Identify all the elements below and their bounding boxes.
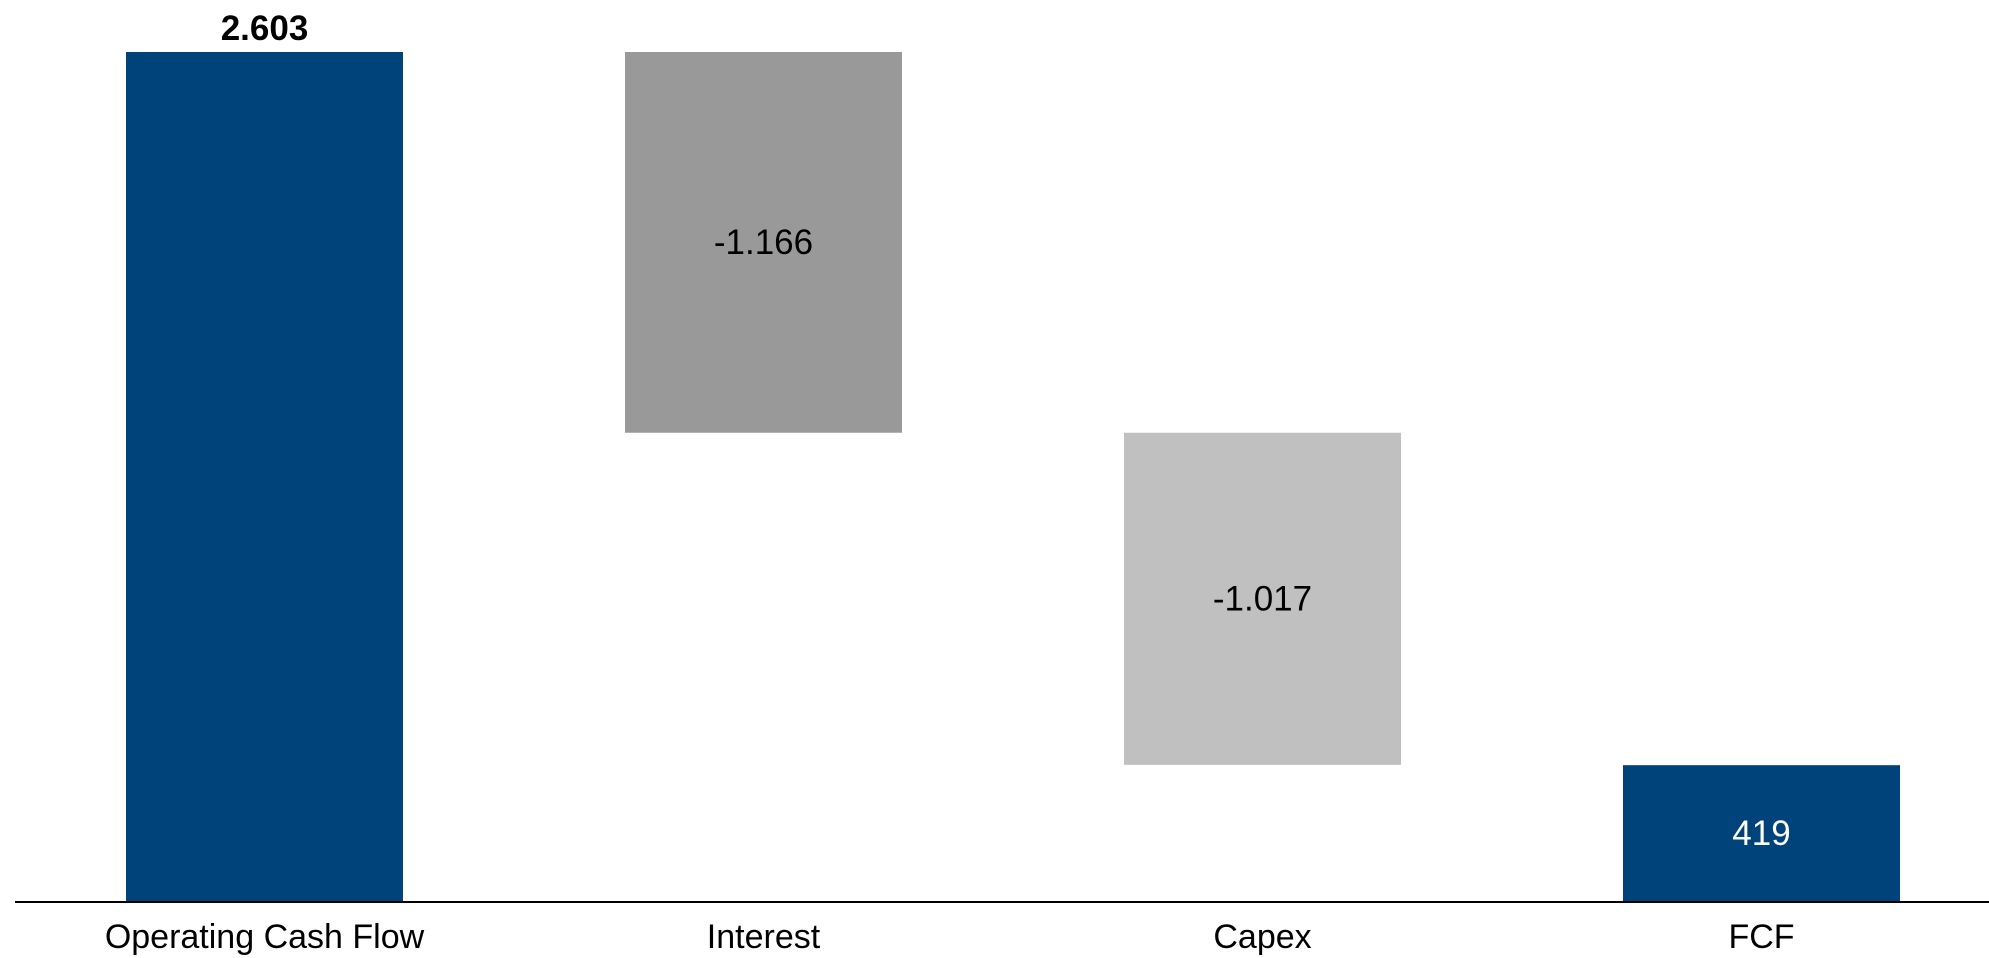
bar-fcf [1623,765,1900,902]
category-label-operating-cash-flow: Operating Cash Flow [105,918,425,956]
category-label-capex: Capex [1213,918,1311,956]
category-label-interest: Interest [707,918,821,956]
bars-group: 2.603 -1.166 -1.017 419 [126,9,1900,902]
bar-interest [625,52,902,433]
category-label-fcf: FCF [1728,918,1794,956]
bar-capex [1124,432,1401,765]
category-labels-group: Operating Cash Flow Interest Capex FCF [105,918,1795,956]
data-label-operating-cash-flow: 2.603 [221,9,309,48]
data-label-interest: -1.166 [714,223,813,262]
bar-operating-cash-flow [126,52,403,902]
data-label-capex: -1.017 [1213,579,1312,618]
data-label-fcf: 419 [1732,814,1790,853]
